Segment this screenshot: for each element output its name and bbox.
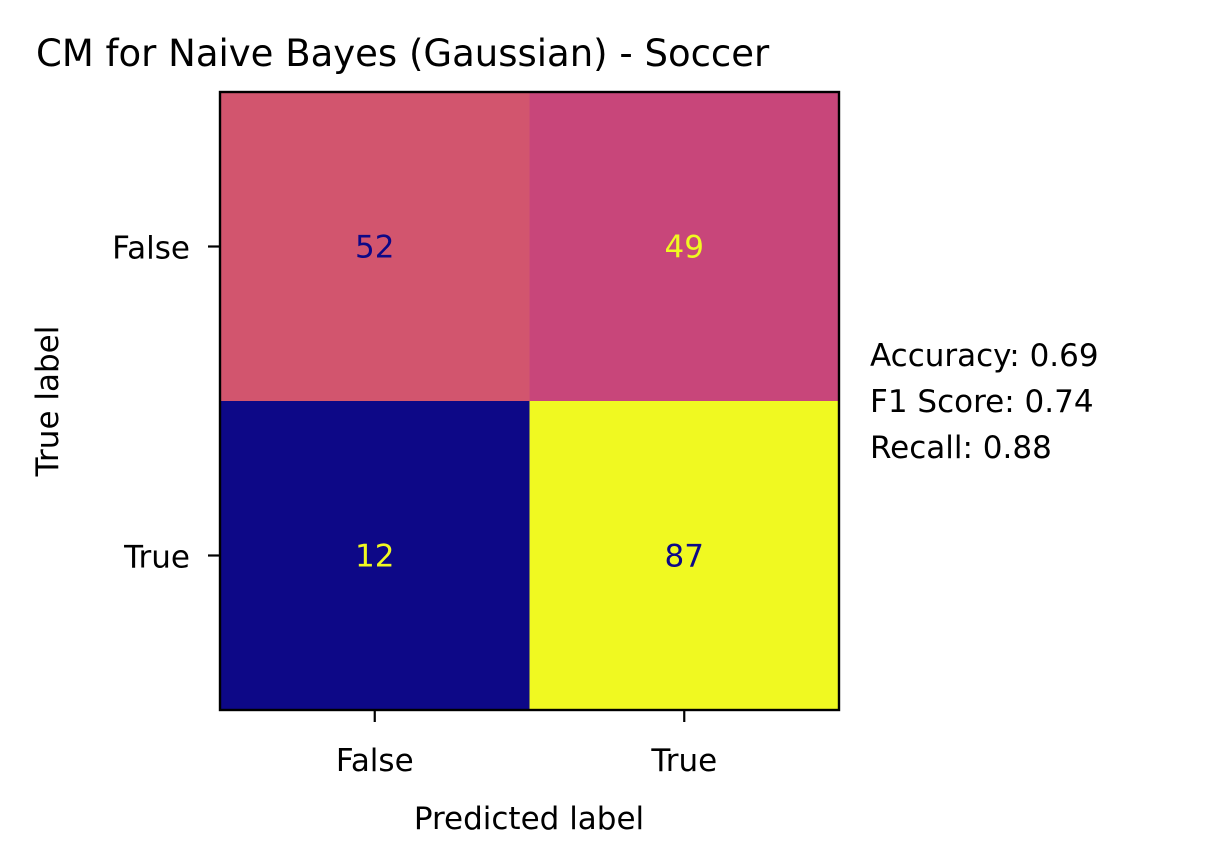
x-tick-label-1: True [650,743,717,779]
metrics-panel: Accuracy: 0.69 F1 Score: 0.74 Recall: 0.… [870,338,1099,466]
heatmap-cell-1-1 [529,401,840,711]
y-axis-label: True label [30,326,66,478]
y-axis-ticks: False True [112,231,220,576]
cell-value-0-1: 49 [665,230,704,266]
x-axis-ticks: False True [336,710,717,779]
metric-accuracy: Accuracy: 0.69 [870,338,1099,374]
x-axis-label: Predicted label [414,801,644,837]
cell-value-1-0: 12 [355,539,394,575]
cell-value-0-0: 52 [355,230,394,266]
heatmap-cell-labels: 52 49 12 87 [355,230,704,575]
chart-title: CM for Naive Bayes (Gaussian) - Soccer [36,32,770,75]
heatmap-cell-0-1 [529,92,840,402]
x-tick-label-0: False [336,743,414,779]
plot-frame [218,90,841,712]
heatmap-cells [220,92,840,711]
heatmap-cell-0-0 [220,92,530,402]
cell-value-1-1: 87 [665,539,704,575]
y-tick-label-1: True [123,540,190,576]
metric-f1-score: F1 Score: 0.74 [870,384,1094,420]
y-tick-label-0: False [112,231,190,267]
metric-recall: Recall: 0.88 [870,430,1052,466]
heatmap-cell-1-0 [220,401,530,711]
